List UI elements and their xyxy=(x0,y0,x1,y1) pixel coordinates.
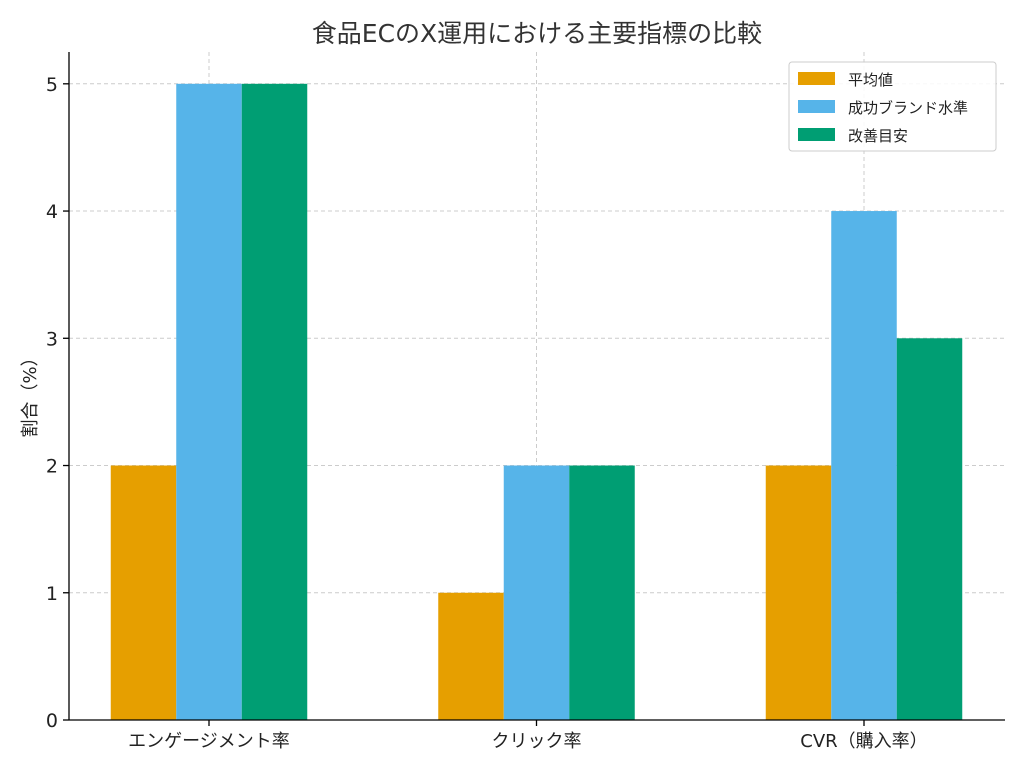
x-tick-label: エンゲージメント率 xyxy=(128,731,290,752)
legend-swatch xyxy=(798,100,835,113)
x-tick-label: クリック率 xyxy=(492,731,582,752)
bar xyxy=(176,83,242,721)
bar xyxy=(896,338,963,720)
y-tick-label: 5 xyxy=(46,74,58,96)
legend-label: 成功ブランド水準 xyxy=(848,99,968,117)
legend-swatch xyxy=(798,72,835,85)
legend-label: 平均値 xyxy=(848,71,893,89)
y-tick-label: 3 xyxy=(46,328,58,350)
y-tick-label: 1 xyxy=(46,583,58,605)
bar xyxy=(438,592,504,720)
legend-label: 改善目安 xyxy=(848,127,908,145)
y-tick-label: 2 xyxy=(46,456,58,478)
bar xyxy=(241,83,308,721)
y-axis-label: 割合（%） xyxy=(20,348,41,437)
x-tick-label: CVR（購入率） xyxy=(800,731,927,752)
legend-swatch xyxy=(798,128,835,141)
axis-layer: 0 1 2 3 4 5 エンゲージメント率 クリック率 CVR（購入率） xyxy=(46,52,1005,752)
bar xyxy=(110,465,177,720)
bar xyxy=(765,465,832,720)
bars-layer xyxy=(110,83,963,721)
bar xyxy=(503,465,570,720)
bar xyxy=(831,211,897,721)
y-tick-label: 0 xyxy=(46,710,58,732)
chart-title: 食品ECのX運用における主要指標の比較 xyxy=(312,19,762,48)
legend-box xyxy=(788,61,997,152)
bar xyxy=(569,465,635,720)
y-tick-label: 4 xyxy=(46,201,58,223)
